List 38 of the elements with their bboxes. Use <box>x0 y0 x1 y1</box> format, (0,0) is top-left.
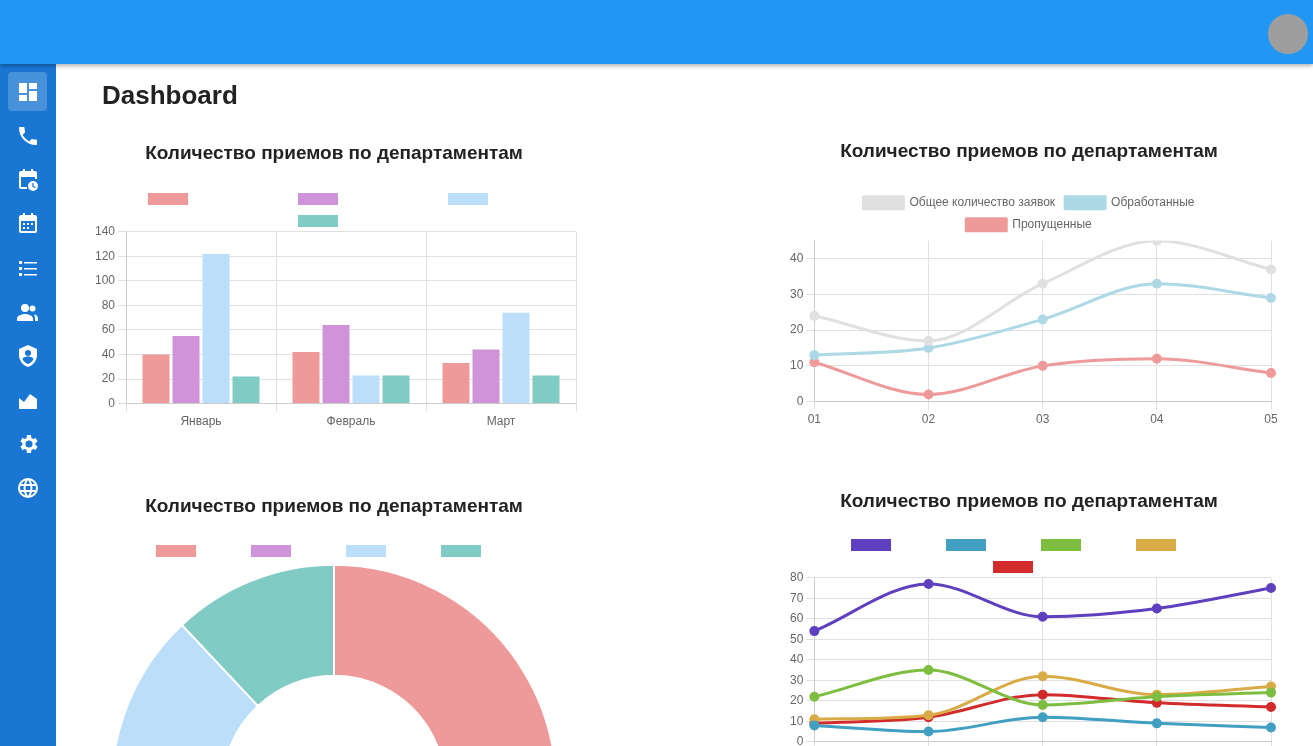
y-tick-label: 120 <box>94 248 116 263</box>
y-tick-label: 20 <box>789 693 804 708</box>
y-tick-label: 30 <box>789 672 804 687</box>
y-tick-label: 70 <box>789 590 804 605</box>
y-tick-label: 40 <box>789 250 804 265</box>
y-tick-label: 0 <box>108 395 116 410</box>
y-tick-label: 50 <box>789 631 804 646</box>
x-tick-label: 01 <box>807 412 822 427</box>
x-tick-label: Январь <box>180 414 222 429</box>
legend-label: Пропущенные <box>1012 217 1093 232</box>
y-tick-label: 60 <box>789 611 804 626</box>
y-tick-label: 10 <box>789 358 804 373</box>
x-tick-label: 05 <box>1264 412 1278 427</box>
chart-title: Количество приемов по департаментам <box>840 489 1218 511</box>
x-tick-label: 02 <box>921 412 936 427</box>
x-tick-label: 03 <box>1035 412 1050 427</box>
x-tick-label: Март <box>486 414 516 429</box>
y-tick-label: 10 <box>789 713 804 728</box>
x-tick-label: Февраль <box>326 414 376 429</box>
y-tick-label: 0 <box>796 734 804 746</box>
y-tick-label: 40 <box>789 652 804 667</box>
legend-label: Обработанные <box>1111 195 1195 210</box>
y-tick-label: 60 <box>101 322 116 337</box>
y-tick-label: 20 <box>101 371 116 386</box>
legend-label: Общее количество заявок <box>909 195 1056 210</box>
chart-title: Количество приемов по департаментам <box>145 494 523 516</box>
chart-title: Количество приемов по департаментам <box>145 141 523 163</box>
y-tick-label: 40 <box>101 346 116 361</box>
y-tick-label: 80 <box>789 570 804 585</box>
y-tick-label: 0 <box>796 393 804 408</box>
x-tick-label: 04 <box>1150 412 1164 427</box>
text: Dashboard <box>102 80 238 111</box>
y-tick-label: 20 <box>789 322 804 337</box>
y-tick-label: 80 <box>101 297 116 312</box>
y-tick-label: 140 <box>94 224 116 239</box>
y-tick-label: 100 <box>94 273 116 288</box>
y-tick-label: 30 <box>789 286 804 301</box>
chart-title: Количество приемов по департаментам <box>840 139 1218 161</box>
